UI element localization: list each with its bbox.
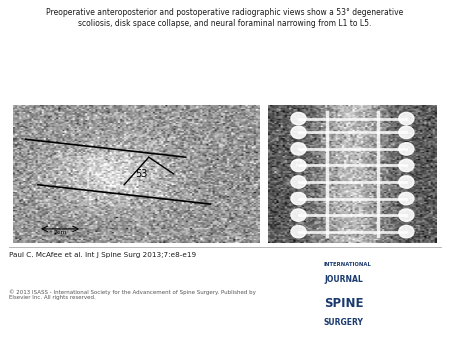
Text: 53 Degree Scoliosis, Lateral Listhesis,
Out of Balance: 53 Degree Scoliosis, Lateral Listhesis, … xyxy=(107,50,343,80)
Text: SPINE: SPINE xyxy=(324,297,364,310)
Text: © 2013 ISASS - International Society for the Advancement of Spine Surgery. Publi: © 2013 ISASS - International Society for… xyxy=(9,289,256,300)
Text: INTERNATIONAL: INTERNATIONAL xyxy=(324,262,372,267)
Text: JOURNAL: JOURNAL xyxy=(324,275,363,285)
Text: Paul C. McAfee et al. Int J Spine Surg 2013;7:e8-e19: Paul C. McAfee et al. Int J Spine Surg 2… xyxy=(9,252,196,258)
Text: Preoperative anteroposterior and postoperative radiographic views show a 53° deg: Preoperative anteroposterior and postope… xyxy=(46,8,404,28)
Text: SURGERY: SURGERY xyxy=(324,318,364,328)
